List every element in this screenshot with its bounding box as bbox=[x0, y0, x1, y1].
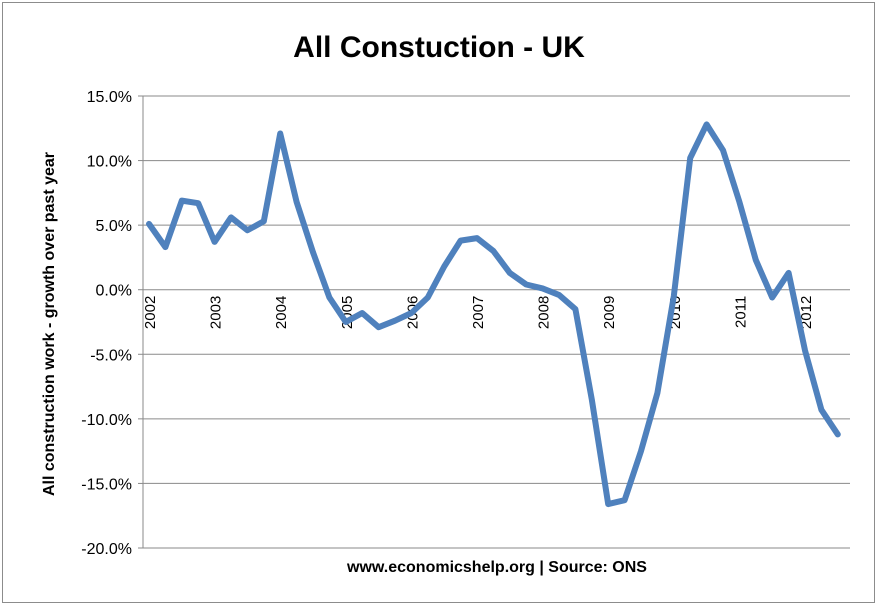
x-tick-label: 2007 bbox=[470, 296, 487, 329]
x-axis-ticks: 2002 2003 2004 2005 2006 2007 2008 2009 2010 2011… bbox=[142, 296, 815, 329]
x-tick-label: 2009 bbox=[601, 296, 618, 329]
series-layer bbox=[146, 121, 841, 508]
x-axis-label: www.economicshelp.org | Source: ONS bbox=[346, 559, 647, 576]
chart-title: All Constuction - UK bbox=[293, 31, 585, 64]
x-tick-label: 2003 bbox=[208, 296, 225, 329]
y-tick-label: 15.0% bbox=[87, 89, 132, 106]
y-tick-label: -5.0% bbox=[90, 347, 132, 364]
y-tick-label: -10.0% bbox=[81, 412, 132, 429]
x-tick-label: 2011 bbox=[732, 296, 749, 328]
y-axis-ticks: 15.0% 10.0% 5.0% 0.0% -5.0% -10.0% -15.0% -20.0… bbox=[81, 89, 143, 558]
y-tick-label: -20.0% bbox=[81, 541, 132, 558]
y-tick-label: -15.0% bbox=[81, 476, 132, 493]
gridlines bbox=[143, 95, 850, 549]
x-tick-label: 2012 bbox=[798, 296, 815, 329]
y-tick-label: 0.0% bbox=[96, 283, 132, 300]
series-line bbox=[146, 121, 841, 508]
x-tick-label: 2002 bbox=[142, 296, 159, 329]
y-axis-label: All construction work - growth over past… bbox=[41, 152, 58, 496]
x-tick-label: 2004 bbox=[273, 296, 290, 329]
x-tick-label: 2008 bbox=[536, 296, 553, 329]
y-tick-label: 5.0% bbox=[96, 218, 132, 235]
y-tick-label: 10.0% bbox=[87, 154, 132, 171]
